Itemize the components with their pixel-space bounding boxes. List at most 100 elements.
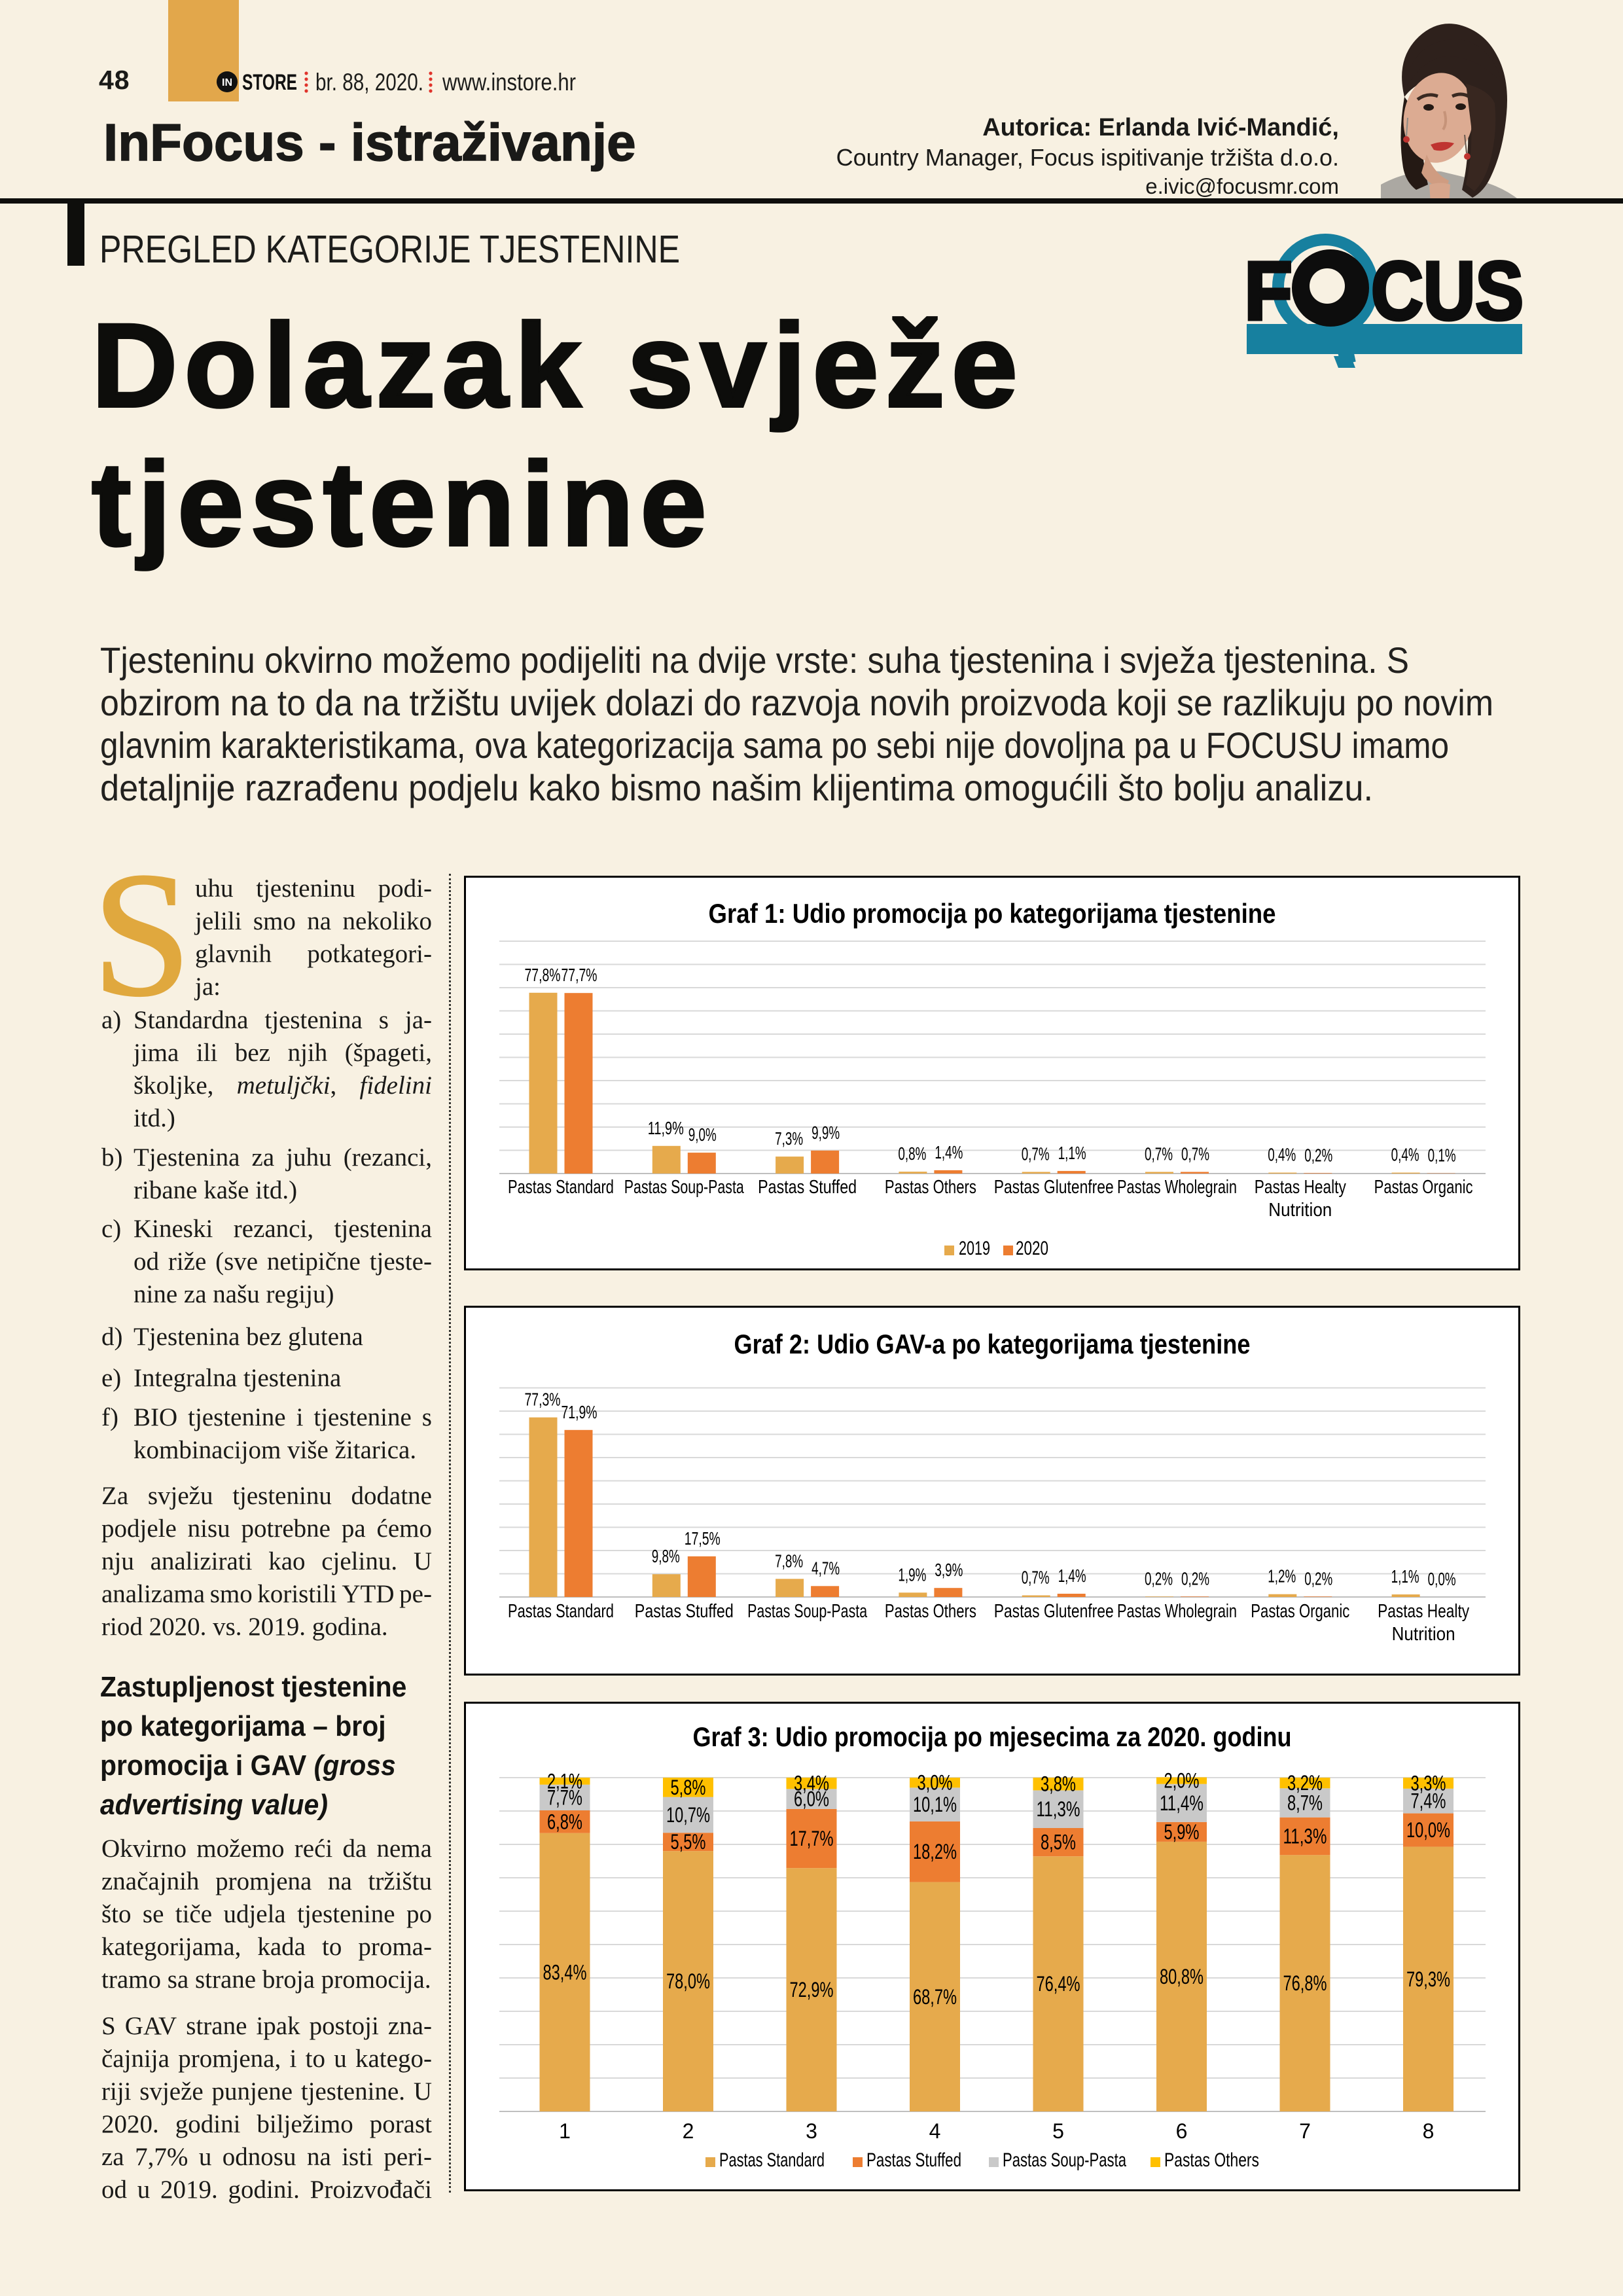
svg-text:0,2%: 0,2% [1304,1568,1332,1588]
svg-text:6,8%: 6,8% [547,1810,582,1833]
svg-text:78,0%: 78,0% [666,1969,710,1993]
svg-text:5,9%: 5,9% [1164,1820,1200,1844]
svg-text:Pastas Standard: Pastas Standard [719,2149,825,2171]
svg-text:4,7%: 4,7% [812,1558,840,1578]
svg-text:3,2%: 3,2% [1287,1771,1323,1795]
svg-text:0,7%: 0,7% [1181,1144,1209,1164]
svg-text:Graf 2: Udio GAV-a po kategori: Graf 2: Udio GAV-a po kategorijama tjest… [734,1329,1251,1359]
svg-text:Pastas Soup-Pasta: Pastas Soup-Pasta [624,1177,745,1198]
svg-text:3,9%: 3,9% [935,1560,963,1580]
svg-text:Graf 1: Udio promocija po kate: Graf 1: Udio promocija po kategorijama t… [709,898,1276,929]
svg-text:0,7%: 0,7% [1022,1568,1050,1588]
svg-text:9,9%: 9,9% [812,1122,840,1143]
svg-text:glavnim karakteristikama, ova: glavnim karakteristikama, ova kategoriza… [100,725,1449,766]
svg-text:1,2%: 1,2% [1268,1566,1296,1587]
svg-text:1: 1 [559,2119,571,2143]
svg-text:76,8%: 76,8% [1283,1971,1327,1995]
svg-text:Pastas Glutenfree: Pastas Glutenfree [994,1177,1114,1198]
svg-text:0,8%: 0,8% [898,1143,926,1164]
svg-text:11,4%: 11,4% [1160,1791,1204,1815]
svg-text:76,4%: 76,4% [1037,1972,1080,1996]
svg-text:6,0%: 6,0% [794,1787,829,1811]
svg-text:5: 5 [1052,2119,1064,2143]
svg-text:5,5%: 5,5% [671,1830,706,1854]
svg-text:11,3%: 11,3% [1037,1797,1080,1821]
svg-text:www.instore.hr: www.instore.hr [442,69,576,96]
svg-text:F: F [1247,245,1293,337]
svg-text:Pastas Soup-Pasta: Pastas Soup-Pasta [747,1601,868,1622]
svg-text:11,9%: 11,9% [648,1118,684,1138]
svg-text:Pastas Standard: Pastas Standard [508,1601,614,1622]
svg-text:7: 7 [1299,2119,1311,2143]
svg-text:7,8%: 7,8% [775,1551,803,1571]
svg-text:71,9%: 71,9% [562,1402,597,1422]
svg-text:IN: IN [222,77,232,88]
svg-text:Nutrition: Nutrition [1392,1624,1455,1645]
svg-text:6: 6 [1176,2119,1188,2143]
svg-text:1,1%: 1,1% [1391,1566,1419,1587]
svg-text:Pastas Others: Pastas Others [885,1177,976,1198]
svg-text:0,4%: 0,4% [1391,1145,1419,1165]
svg-text:Pastas Wholegrain: Pastas Wholegrain [1117,1601,1237,1622]
svg-text:8,7%: 8,7% [1287,1791,1323,1815]
svg-text:0,2%: 0,2% [1145,1568,1173,1588]
svg-text:4: 4 [929,2119,941,2143]
svg-text:0,7%: 0,7% [1145,1144,1173,1164]
svg-text:5,8%: 5,8% [671,1776,706,1799]
svg-text:3: 3 [806,2119,817,2143]
svg-text:77,3%: 77,3% [525,1390,561,1410]
svg-text:Pastas Healty: Pastas Healty [1255,1177,1346,1198]
svg-text:1,4%: 1,4% [935,1142,963,1162]
svg-text:10,7%: 10,7% [666,1803,710,1827]
svg-text:8: 8 [1423,2119,1435,2143]
svg-text:68,7%: 68,7% [913,1985,957,2009]
svg-text:7,4%: 7,4% [1411,1789,1446,1813]
svg-text:Pastas Others: Pastas Others [885,1601,976,1622]
svg-text:3,4%: 3,4% [794,1772,829,1795]
svg-text:17,5%: 17,5% [685,1528,721,1549]
svg-text:83,4%: 83,4% [543,1960,587,1984]
svg-text:9,8%: 9,8% [652,1546,680,1566]
svg-text:2019: 2019 [959,1238,990,1259]
svg-text:br. 88, 2020.: br. 88, 2020. [315,69,423,96]
svg-text:detaljnije razrađenu podjelu k: detaljnije razrađenu podjelu kako bismo … [100,767,1373,808]
svg-text:Pastas Standard: Pastas Standard [508,1177,614,1198]
svg-text:Pastas Glutenfree: Pastas Glutenfree [994,1601,1114,1622]
svg-text:obzirom na to da na tržištu uv: obzirom na to da na tržištu uvijek dolaz… [100,682,1493,723]
svg-text:0,2%: 0,2% [1304,1145,1332,1165]
svg-text:17,7%: 17,7% [790,1827,834,1850]
svg-text:2,0%: 2,0% [1164,1769,1200,1793]
svg-text:3,0%: 3,0% [918,1771,953,1795]
svg-text:2020: 2020 [1016,1238,1048,1259]
svg-text:Pastas Wholegrain: Pastas Wholegrain [1117,1177,1237,1198]
svg-text:Pastas Healty: Pastas Healty [1378,1601,1469,1622]
svg-text:77,7%: 77,7% [562,965,597,985]
svg-text:9,0%: 9,0% [688,1124,717,1145]
svg-text:18,2%: 18,2% [913,1840,957,1863]
svg-text:0,0%: 0,0% [1428,1569,1456,1589]
svg-text:7,3%: 7,3% [775,1128,803,1149]
svg-text:2: 2 [683,2119,694,2143]
svg-text:1,9%: 1,9% [898,1564,926,1585]
svg-text:2,1%: 2,1% [547,1769,582,1793]
svg-text:3,8%: 3,8% [1041,1772,1076,1796]
svg-text:Pastas Stuffed: Pastas Stuffed [758,1177,857,1198]
svg-text:Nutrition: Nutrition [1268,1200,1332,1221]
svg-text:Pastas Organic: Pastas Organic [1374,1177,1473,1198]
svg-text:Pastas Stuffed: Pastas Stuffed [635,1601,734,1622]
svg-text:10,0%: 10,0% [1406,1818,1450,1842]
svg-text:0,2%: 0,2% [1181,1568,1209,1588]
svg-text:0,4%: 0,4% [1268,1145,1296,1165]
svg-text:8,5%: 8,5% [1041,1831,1076,1854]
svg-text:Pastas Soup-Pasta: Pastas Soup-Pasta [1003,2149,1126,2171]
svg-text:11,3%: 11,3% [1283,1825,1327,1848]
svg-text:80,8%: 80,8% [1160,1965,1204,1988]
svg-text:3,3%: 3,3% [1411,1771,1446,1795]
svg-text:7,7%: 7,7% [547,1785,582,1809]
svg-text:STORE: STORE [242,70,297,95]
svg-text:CUS: CUS [1371,245,1524,337]
svg-text:Pastas Stuffed: Pastas Stuffed [866,2149,961,2171]
svg-text:1,4%: 1,4% [1058,1566,1086,1586]
svg-text:79,3%: 79,3% [1406,1967,1450,1991]
svg-text:Tjesteninu okvirno možemo podi: Tjesteninu okvirno možemo podijeliti na … [100,639,1409,681]
